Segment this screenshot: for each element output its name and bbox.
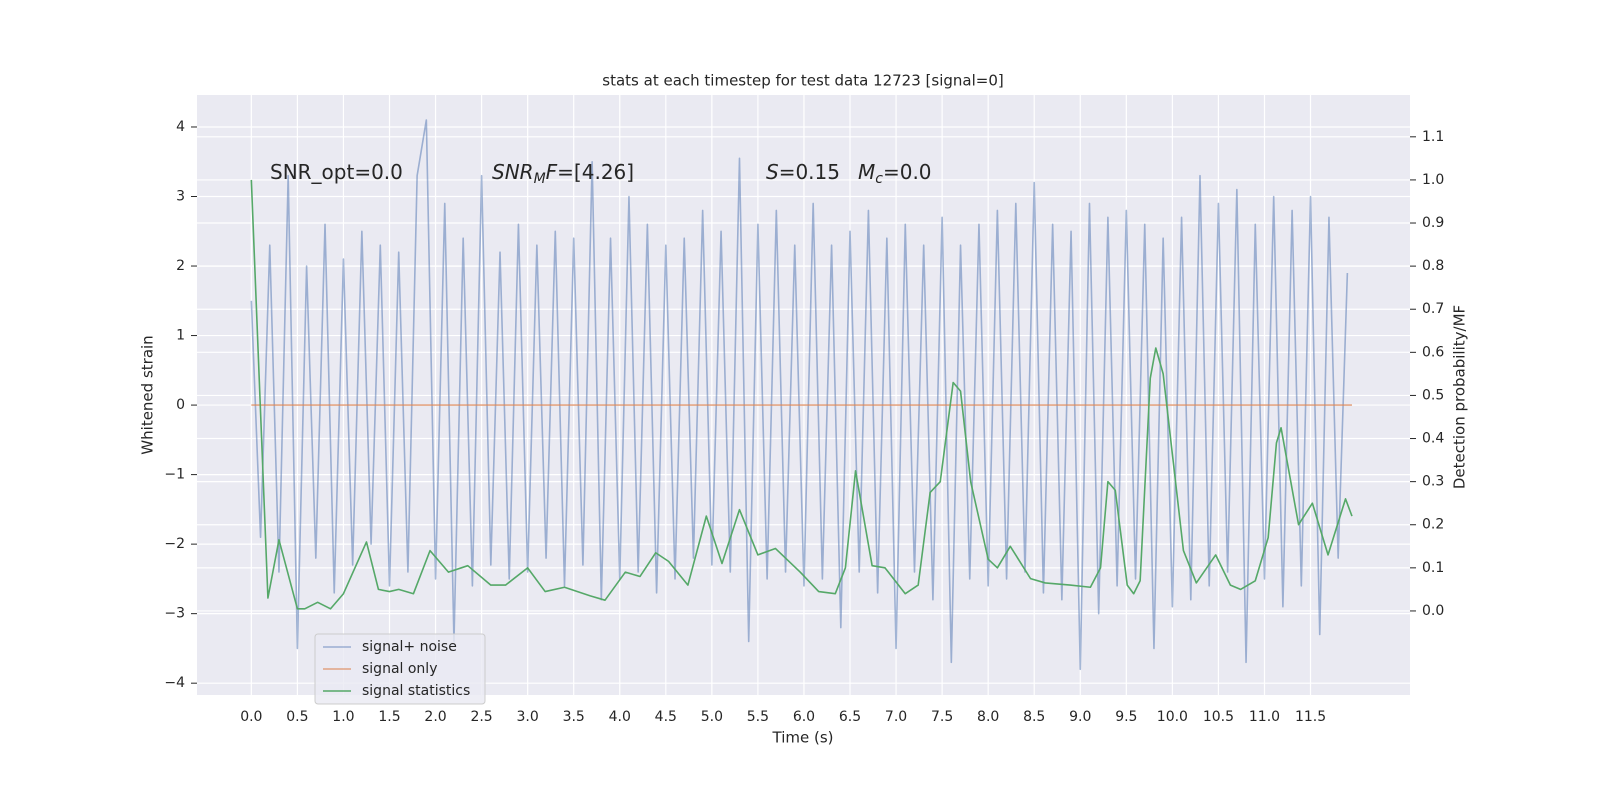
y-tick-label: −4 [164, 675, 185, 691]
x-tick-label: 8.0 [977, 709, 999, 725]
series-line [250, 179, 1353, 610]
y-tick-label: −2 [164, 536, 185, 552]
x-tick-label: 2.0 [424, 709, 446, 725]
y-tick-label: 0 [176, 397, 185, 413]
legend-label: signal statistics [362, 683, 470, 699]
annotation: S=0.15 [766, 160, 840, 184]
y2-tick-label: 0.5 [1422, 387, 1444, 403]
x-tick-label: 0.0 [240, 709, 262, 725]
annotation-part: =0.15 [779, 160, 840, 184]
x-tick-label: 2.5 [470, 709, 492, 725]
annotation: SNRMF=[4.26] [492, 160, 634, 188]
labels: 0.0 0.5 1.0 1.5 2.0 2.5 3.0 3.5 4.0 4.5 5.0 5.5 6.0 6… [164, 119, 1444, 725]
y-tick-label: −1 [164, 467, 185, 483]
y-tick-label: −3 [164, 606, 185, 622]
x-axis-label: Time (s) [772, 729, 834, 747]
y2-tick-label: 0.1 [1422, 560, 1444, 576]
y2-tick-label: 0.2 [1422, 517, 1444, 533]
series-line [250, 119, 1349, 671]
y2-tick-label: 1.0 [1422, 172, 1444, 188]
annotation-part: M [534, 171, 546, 187]
legend-label: signal+ noise [362, 639, 457, 655]
y2-tick-label: 0.6 [1422, 344, 1444, 360]
x-tick-label: 10.5 [1203, 709, 1234, 725]
x-tick-label: 3.0 [517, 709, 539, 725]
x-tick-label: 7.5 [931, 709, 953, 725]
x-tick-label: 6.0 [793, 709, 815, 725]
y-tick-label: 2 [176, 258, 185, 274]
annotation-part: M [858, 160, 875, 184]
x-tick-label: 10.0 [1157, 709, 1188, 725]
x-tick-label: 4.5 [655, 709, 677, 725]
x-tick-label: 5.5 [747, 709, 769, 725]
y-tick-label: 4 [176, 119, 185, 135]
x-tick-label: 5.0 [701, 709, 723, 725]
annotation-part: =0.0 [883, 160, 932, 184]
x-tick-label: 6.5 [839, 709, 861, 725]
y2-tick-label: 0.7 [1422, 301, 1444, 317]
x-tick-label: 8.5 [1023, 709, 1045, 725]
x-tick-label: 11.0 [1249, 709, 1280, 725]
y2-tick-label: 0.4 [1422, 431, 1444, 447]
y-axis-label: Whitened strain [139, 335, 157, 454]
x-tick-label: 0.5 [286, 709, 308, 725]
x-tick-label: 4.0 [609, 709, 631, 725]
x-tick-label: 9.5 [1115, 709, 1137, 725]
y-tick-label: 1 [176, 328, 185, 344]
annotation-part: SNR_opt=0.0 [270, 160, 403, 184]
y2-tick-label: 0.9 [1422, 215, 1444, 231]
annotation: SNR_opt=0.0 [270, 160, 403, 184]
annotation-part: SNR [492, 160, 534, 184]
legend-box [314, 633, 486, 705]
y2-axis-label: Detection probability/MF [1451, 305, 1469, 489]
x-tick-label: 11.5 [1295, 709, 1326, 725]
legend-label: signal only [362, 661, 437, 677]
x-tick-label: 9.0 [1069, 709, 1091, 725]
annotation-part: c [875, 171, 883, 187]
y-tick-label: 3 [176, 189, 185, 205]
y2-tick-label: 0.3 [1422, 474, 1444, 490]
x-tick-label: 7.0 [885, 709, 907, 725]
annotation: Mc=0.0 [858, 160, 932, 188]
y2-tick-label: 1.1 [1422, 129, 1444, 145]
y2-tick-label: 0.8 [1422, 258, 1444, 274]
marks [250, 119, 1353, 671]
chart-title: stats at each timestep for test data 127… [602, 72, 1003, 90]
x-tick-label: 3.5 [563, 709, 585, 725]
annotation-part: F [546, 160, 558, 184]
annotation-part: S [766, 160, 779, 184]
y2-tick-label: 0.0 [1422, 603, 1444, 619]
x-tick-label: 1.5 [378, 709, 400, 725]
annotation-part: =[4.26] [557, 160, 634, 184]
x-tick-label: 1.0 [332, 709, 354, 725]
